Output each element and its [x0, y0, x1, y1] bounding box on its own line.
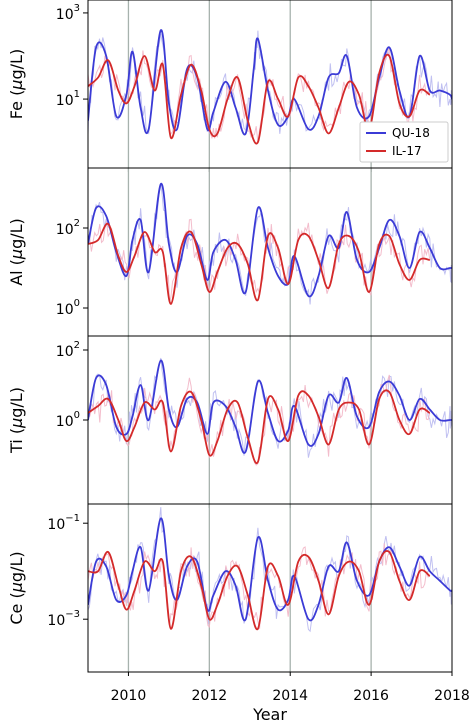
raw-line-il-17 — [88, 543, 431, 630]
y-axis-label: Ce (μg/L) — [7, 551, 26, 624]
series-line-il-17 — [88, 222, 430, 305]
plot-area — [88, 183, 452, 305]
plot-area — [88, 507, 452, 633]
panel-ce: 10−3 10−1 Ce (μg/L) — [7, 503, 453, 676]
y-tick-label: 101 — [56, 89, 80, 109]
y-tick-label: 10−1 — [47, 513, 80, 533]
panel-ti: 100 102 Ti (μg/L) — [7, 335, 453, 508]
series-line-il-17 — [88, 389, 431, 465]
legend: QU-18 IL-17 — [359, 121, 449, 163]
y-axis-label: Fe (μg/L) — [7, 49, 26, 119]
y-axis-label: Al (μg/L) — [7, 218, 26, 286]
y-axis-label: Ti (μg/L) — [7, 387, 26, 454]
series-line-qu-18 — [88, 359, 452, 454]
raw-line-il-17 — [88, 218, 431, 303]
series-line-qu-18 — [88, 183, 452, 298]
x-tick-label: 2016 — [353, 688, 389, 704]
x-tick-label: 2012 — [192, 688, 228, 704]
x-tick-label: 2014 — [272, 688, 308, 704]
y-tick-label: 102 — [56, 218, 80, 238]
raw-line-qu-18 — [88, 507, 452, 633]
panel-fe: 101 103 Fe (μg/L) — [7, 0, 453, 172]
y-tick-label: 10−3 — [47, 609, 80, 629]
panel-frame — [87, 503, 453, 673]
x-tick-label: 2018 — [434, 688, 470, 704]
panel-al: 100 102 Al (μg/L) — [7, 167, 453, 340]
series-line-qu-18 — [88, 517, 452, 622]
y-tick-label: 100 — [56, 298, 80, 318]
legend-label: IL-17 — [392, 144, 422, 158]
plot-area — [88, 357, 452, 466]
x-axis-label: Year — [252, 705, 287, 724]
series-line-il-17 — [88, 550, 431, 631]
series-line-qu-18 — [88, 29, 452, 136]
y-tick-label: 102 — [56, 340, 80, 360]
x-tick-label: 2010 — [111, 688, 147, 704]
y-tick-label: 100 — [56, 410, 80, 430]
legend-label: QU-18 — [392, 126, 430, 140]
y-tick-label: 103 — [56, 3, 80, 23]
panels-group: 101 103 Fe (μg/L) 100 102 Al (μg/L) 100 102 Ti (… — [7, 0, 470, 704]
raw-line-qu-18 — [88, 357, 452, 458]
